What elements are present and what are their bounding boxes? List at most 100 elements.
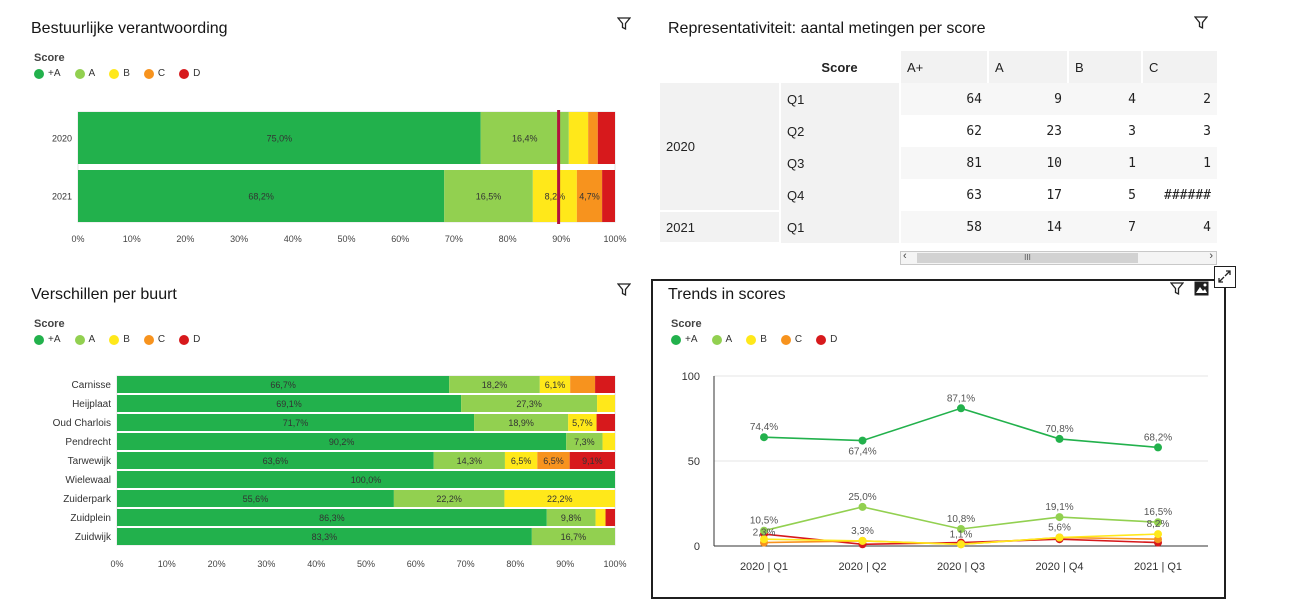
- series-line[interactable]: [763, 407, 1159, 449]
- scroll-left-arrow[interactable]: ‹: [903, 250, 907, 262]
- bar-segment[interactable]: [602, 433, 615, 450]
- bar-segment[interactable]: [78, 112, 481, 164]
- data-point[interactable]: [957, 525, 965, 533]
- data-point[interactable]: [760, 433, 768, 442]
- bar-segment[interactable]: [532, 170, 577, 222]
- bar-segment[interactable]: [78, 170, 445, 222]
- bar-segment[interactable]: [597, 395, 615, 412]
- bar-segment[interactable]: [588, 112, 598, 164]
- legend-item[interactable]: D: [816, 334, 837, 345]
- y-tick-label: 100: [682, 371, 700, 383]
- bar-segment[interactable]: [461, 395, 598, 412]
- x-tick-label: 80%: [506, 559, 524, 569]
- bar-segment[interactable]: [117, 433, 567, 450]
- data-point[interactable]: [957, 540, 965, 549]
- data-point[interactable]: [1055, 434, 1064, 443]
- legend-item[interactable]: B: [109, 68, 130, 79]
- bar-segment[interactable]: [504, 452, 538, 469]
- legend-item[interactable]: C: [780, 334, 802, 345]
- filter-icon[interactable]: [617, 17, 631, 31]
- bar-segment[interactable]: [117, 490, 394, 507]
- data-label: 19,1%: [1045, 502, 1073, 513]
- filter-icon[interactable]: [1170, 282, 1184, 296]
- bar-segment[interactable]: [117, 509, 547, 526]
- legend-item[interactable]: B: [109, 334, 130, 345]
- legend-item[interactable]: +A: [34, 334, 61, 345]
- legend-item[interactable]: A: [74, 334, 95, 345]
- value-cell: 9: [988, 83, 1068, 115]
- legend-item[interactable]: B: [746, 334, 767, 345]
- bar-segment[interactable]: [474, 414, 569, 431]
- bar-segment[interactable]: [546, 509, 596, 526]
- reference-line: [557, 110, 561, 224]
- data-point[interactable]: [858, 436, 867, 445]
- data-label: 22,2%: [436, 494, 462, 504]
- bar-segment[interactable]: [117, 376, 450, 393]
- legend-title: Score: [671, 318, 702, 330]
- data-point[interactable]: [1154, 518, 1162, 527]
- legend-swatch: [143, 334, 154, 345]
- bar-segment[interactable]: [433, 452, 505, 469]
- data-point[interactable]: [1055, 513, 1064, 522]
- legend-item[interactable]: C: [143, 68, 166, 79]
- bar-segment[interactable]: [570, 376, 596, 393]
- bar-segment[interactable]: [602, 170, 615, 222]
- legend-item[interactable]: A: [711, 334, 732, 345]
- bar-segment[interactable]: [595, 509, 606, 526]
- data-point[interactable]: [760, 526, 768, 535]
- bar-segment[interactable]: [117, 471, 615, 488]
- bar-segment[interactable]: [504, 490, 615, 507]
- trends-panel-frame[interactable]: [651, 279, 1226, 599]
- image-export-icon[interactable]: [1194, 281, 1209, 296]
- bar-segment[interactable]: [568, 414, 597, 431]
- data-label: 10,8%: [947, 514, 975, 525]
- scroll-thumb[interactable]: III: [917, 253, 1138, 263]
- legend-item[interactable]: +A: [671, 334, 698, 345]
- bar-segment[interactable]: [117, 414, 475, 431]
- data-point[interactable]: [957, 404, 965, 413]
- data-point[interactable]: [1154, 443, 1162, 452]
- data-point[interactable]: [858, 502, 867, 511]
- legend-item[interactable]: +A: [34, 68, 61, 79]
- x-tick-label: 10%: [123, 234, 141, 244]
- x-tick-label: 20%: [208, 559, 226, 569]
- bar-segment[interactable]: [596, 414, 615, 431]
- bar-segment[interactable]: [531, 528, 615, 545]
- bar-segment[interactable]: [576, 170, 603, 222]
- data-label: 14,3%: [457, 456, 483, 466]
- bar-segment[interactable]: [569, 452, 615, 469]
- data-label: 25,0%: [848, 492, 876, 503]
- data-point[interactable]: [1055, 533, 1064, 542]
- bar-segment[interactable]: [595, 376, 615, 393]
- bar-segment[interactable]: [597, 112, 615, 164]
- bar-segment[interactable]: [566, 433, 603, 450]
- bar-segment[interactable]: [117, 528, 532, 545]
- scroll-right-arrow[interactable]: ›: [1209, 250, 1213, 262]
- horizontal-scrollbar[interactable]: ‹ III ›: [900, 250, 1217, 265]
- bar-segment[interactable]: [393, 490, 505, 507]
- bar-segment[interactable]: [568, 112, 589, 164]
- data-point[interactable]: [858, 536, 867, 545]
- bar-segment[interactable]: [539, 376, 571, 393]
- filter-icon[interactable]: [617, 283, 631, 297]
- bar-segment[interactable]: [117, 452, 434, 469]
- data-point[interactable]: [1154, 530, 1162, 539]
- bar-segment[interactable]: [480, 112, 569, 164]
- bar-segment[interactable]: [444, 170, 533, 222]
- expand-icon[interactable]: [1214, 266, 1236, 288]
- bar-segment[interactable]: [449, 376, 540, 393]
- data-label: 87,1%: [947, 393, 975, 404]
- filter-icon[interactable]: [1194, 16, 1208, 30]
- legend-item[interactable]: D: [179, 68, 200, 79]
- x-tick-label: 40%: [284, 234, 302, 244]
- legend-item[interactable]: C: [143, 334, 165, 345]
- legend-item[interactable]: D: [179, 334, 200, 345]
- bar-segment[interactable]: [117, 395, 462, 412]
- legend-label: C: [157, 68, 166, 79]
- legend-item[interactable]: A: [74, 68, 95, 79]
- data-point[interactable]: [760, 535, 768, 544]
- data-label: 75,0%: [267, 134, 293, 144]
- x-tick-label: 80%: [499, 234, 517, 244]
- bar-segment[interactable]: [537, 452, 570, 469]
- bar-segment[interactable]: [605, 509, 615, 526]
